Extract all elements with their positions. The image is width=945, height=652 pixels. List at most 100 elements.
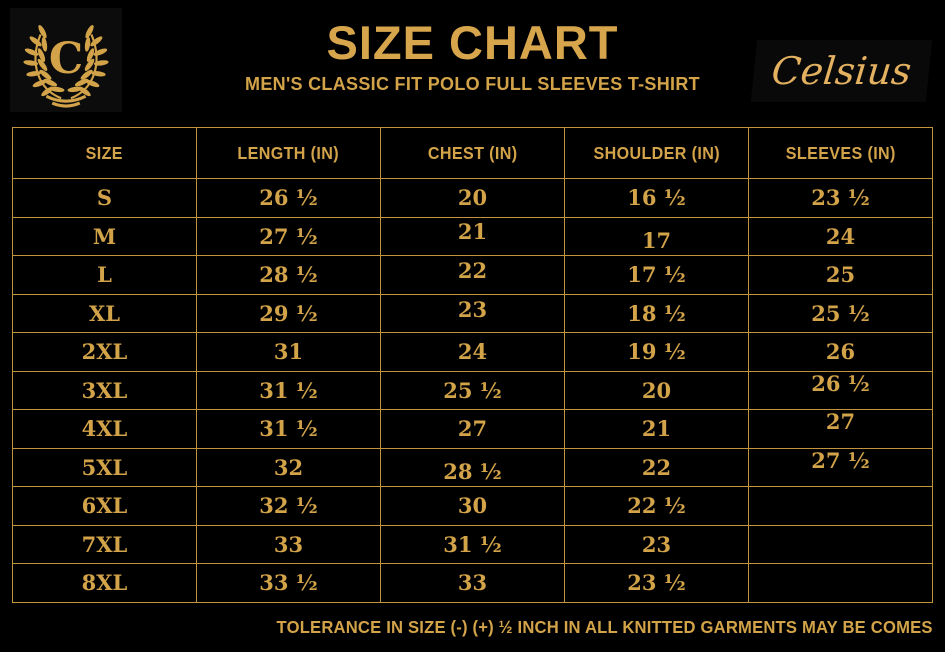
logo-letter: C bbox=[49, 34, 83, 84]
cell-value: 25 bbox=[825, 262, 856, 288]
cell-value: 5XL bbox=[81, 454, 128, 480]
brand-name-script: Celsius bbox=[750, 40, 933, 102]
measurement-cell: 17 ½ bbox=[564, 255, 749, 295]
measurement-cell: 25 ½ bbox=[380, 370, 565, 410]
cell-value: 25 ½ bbox=[443, 377, 502, 403]
measurement-cell: 26 bbox=[748, 332, 933, 372]
table-row: XL 29 ½ 23 18 ½ 25 ½ bbox=[12, 293, 933, 333]
cell-value: 30 bbox=[457, 493, 488, 519]
table-row: 4XL 31 ½ 27 21 27 bbox=[12, 409, 933, 449]
measurement-cell: 25 ½ bbox=[748, 293, 933, 333]
measurement-cell: 31 ½ bbox=[196, 370, 381, 410]
cell-value: 16 ½ bbox=[627, 185, 686, 211]
measurement-cell: 23 bbox=[564, 524, 749, 564]
cell-value: 23 bbox=[641, 531, 672, 557]
cell-value: 26 bbox=[825, 339, 856, 365]
measurement-cell: 26 ½ bbox=[196, 178, 381, 218]
cell-value: 31 ½ bbox=[443, 531, 502, 557]
cell-value: 28 ½ bbox=[443, 458, 502, 484]
measurement-cell: 22 ½ bbox=[564, 486, 749, 526]
measurement-cell: 21 bbox=[564, 409, 749, 449]
measurement-cell: 23 ½ bbox=[748, 178, 933, 218]
header: SIZE CHART MEN'S CLASSIC FIT POLO FULL S… bbox=[0, 18, 945, 95]
cell-value: 7XL bbox=[81, 531, 128, 557]
column-header-label: SIZE bbox=[85, 142, 124, 163]
cell-value: 32 bbox=[273, 454, 304, 480]
cell-value: 21 bbox=[641, 416, 672, 442]
page-subtitle: MEN'S CLASSIC FIT POLO FULL SLEEVES T-SH… bbox=[245, 74, 700, 95]
size-table: SIZE LENGTH (IN) CHEST (IN) SHOULDER (IN) SL… bbox=[12, 127, 933, 603]
measurement-cell: 27 ½ bbox=[196, 216, 381, 256]
cell-value: M bbox=[92, 223, 117, 249]
measurement-cell: 33 bbox=[380, 563, 565, 603]
column-header-label: SHOULDER (IN) bbox=[593, 142, 720, 163]
measurement-cell: 20 bbox=[564, 370, 749, 410]
measurement-cell: 26 ½ bbox=[748, 370, 933, 410]
cell-value: 24 bbox=[457, 339, 488, 365]
cell-value: 33 ½ bbox=[259, 570, 318, 596]
measurement-cell: 18 ½ bbox=[564, 293, 749, 333]
cell-value: 33 bbox=[457, 570, 488, 596]
page-title: SIZE CHART bbox=[326, 16, 619, 69]
table-row: L 28 ½ 22 17 ½ 25 bbox=[12, 255, 933, 295]
cell-value: 4XL bbox=[81, 416, 128, 442]
size-label-cell: 8XL bbox=[12, 563, 197, 603]
cell-value: 26 ½ bbox=[811, 371, 870, 396]
size-label-cell: 5XL bbox=[12, 447, 197, 487]
cell-value: 3XL bbox=[81, 377, 128, 403]
cell-value: 25 ½ bbox=[811, 300, 870, 326]
cell-value: 27 ½ bbox=[811, 448, 870, 473]
measurement-cell: 21 bbox=[380, 216, 565, 256]
column-header-label: CHEST (IN) bbox=[427, 142, 518, 163]
measurement-cell: 32 ½ bbox=[196, 486, 381, 526]
cell-value: 26 ½ bbox=[259, 185, 318, 211]
column-header-sleeves: SLEEVES (IN) bbox=[748, 127, 933, 179]
cell-value: 17 ½ bbox=[627, 262, 686, 288]
size-label-cell: 4XL bbox=[12, 409, 197, 449]
size-label-cell: 6XL bbox=[12, 486, 197, 526]
measurement-cell: 31 ½ bbox=[380, 524, 565, 564]
cell-value: 20 bbox=[641, 377, 672, 403]
size-label-cell: L bbox=[12, 255, 197, 295]
table-row: 7XL 33 31 ½ 23 bbox=[12, 524, 933, 564]
cell-value: 27 bbox=[825, 409, 856, 435]
cell-value: 6XL bbox=[81, 493, 128, 519]
cell-value: 2XL bbox=[81, 339, 128, 365]
cell-value: 31 ½ bbox=[259, 416, 318, 442]
table-row: 3XL 31 ½ 25 ½ 20 26 ½ bbox=[12, 370, 933, 410]
measurement-cell: 24 bbox=[748, 216, 933, 256]
tolerance-note: TOLERANCE IN SIZE (-) (+) ½ INCH IN ALL … bbox=[276, 617, 933, 637]
column-header-label: SLEEVES (IN) bbox=[785, 142, 896, 163]
measurement-cell: 22 bbox=[564, 447, 749, 487]
cell-value: 24 bbox=[825, 223, 856, 249]
cell-value: 31 ½ bbox=[259, 377, 318, 403]
cell-value: 18 ½ bbox=[627, 300, 686, 326]
laurel-wreath-icon: C bbox=[23, 22, 110, 108]
measurement-cell: 16 ½ bbox=[564, 178, 749, 218]
column-header-label: LENGTH (IN) bbox=[237, 142, 340, 163]
column-header-chest: CHEST (IN) bbox=[380, 127, 565, 179]
measurement-cell: 28 ½ bbox=[196, 255, 381, 295]
measurement-cell: 29 ½ bbox=[196, 293, 381, 333]
cell-value: 20 bbox=[457, 185, 488, 211]
measurement-cell: 22 bbox=[380, 255, 565, 295]
table-row: 2XL 31 24 19 ½ 26 bbox=[12, 332, 933, 372]
table-row: 5XL 32 28 ½ 22 27 ½ bbox=[12, 447, 933, 487]
cell-value: 22 bbox=[641, 454, 672, 480]
cell-value: 31 bbox=[273, 339, 304, 365]
size-label-cell: 3XL bbox=[12, 370, 197, 410]
measurement-cell bbox=[748, 486, 933, 526]
size-label-cell: 7XL bbox=[12, 524, 197, 564]
measurement-cell: 23 ½ bbox=[564, 563, 749, 603]
cell-value: 33 bbox=[273, 531, 304, 557]
measurement-cell: 31 ½ bbox=[196, 409, 381, 449]
cell-value: 27 bbox=[457, 416, 488, 442]
measurement-cell: 28 ½ bbox=[380, 447, 565, 487]
table-row: S 26 ½ 20 16 ½ 23 ½ bbox=[12, 178, 933, 218]
cell-value: 17 bbox=[641, 227, 672, 253]
measurement-cell: 33 ½ bbox=[196, 563, 381, 603]
size-label-cell: XL bbox=[12, 293, 197, 333]
cell-value: 29 ½ bbox=[259, 300, 318, 326]
cell-value: S bbox=[96, 185, 113, 211]
